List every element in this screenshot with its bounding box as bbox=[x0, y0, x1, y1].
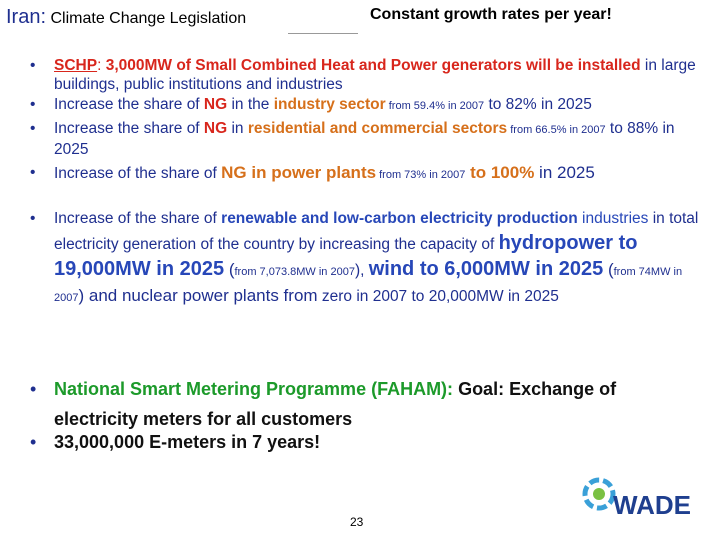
seg: to 88% in 2025 bbox=[54, 120, 675, 158]
seg: to 100% bbox=[465, 163, 535, 182]
seg: ( bbox=[603, 260, 614, 279]
seg: from 73% in 2007 bbox=[376, 169, 466, 181]
logo-ring bbox=[582, 477, 616, 511]
seg: Increase the share of bbox=[54, 96, 204, 113]
bullet: Increase of the share of NG in power pla… bbox=[30, 163, 700, 185]
seg: SCHP bbox=[54, 57, 98, 74]
logo-text: WADE bbox=[613, 490, 691, 520]
bullet: SCHP: 3,000MW of Small Combined Heat and… bbox=[30, 56, 700, 94]
page-number: 23 bbox=[350, 515, 364, 529]
seg: from 74MW in 2007 bbox=[54, 266, 683, 304]
seg: Increase the share of bbox=[54, 120, 204, 137]
seg: renewable and low-carbon electricity pro… bbox=[221, 210, 578, 227]
seg: from 59.4% in 2007 bbox=[385, 100, 485, 112]
seg: wind to 6,000MW in 2025 bbox=[368, 258, 604, 280]
seg: ( bbox=[224, 260, 235, 279]
seg: Increase of the share of bbox=[54, 210, 222, 227]
seg: 33,000,000 E-meters in 7 years! bbox=[54, 432, 321, 452]
seg: in large buildings, public institutions … bbox=[54, 57, 696, 93]
seg: in bbox=[227, 120, 248, 137]
note: Constant growth rates per year! bbox=[370, 6, 612, 23]
logo-dot bbox=[593, 488, 605, 500]
bullet: Increase the share of NG in residential … bbox=[30, 119, 700, 159]
seg: to 82% in 2025 bbox=[484, 96, 592, 113]
seg: from 7,073.8MW in 2007 bbox=[234, 266, 355, 278]
seg: in 2025 bbox=[534, 163, 595, 182]
seg: 3,000MW of Small Combined Heat and Power… bbox=[105, 57, 641, 74]
seg: residential and commercial sectors bbox=[247, 120, 508, 137]
logo: WADE bbox=[582, 477, 691, 520]
seg: in total electricity generation of the c… bbox=[54, 210, 699, 253]
seg: NG bbox=[203, 120, 228, 137]
seg: National Smart Metering Programme (FAHAM… bbox=[54, 379, 459, 399]
bullet: National Smart Metering Programme (FAHAM… bbox=[30, 374, 700, 434]
seg: NG bbox=[203, 96, 228, 113]
seg: : bbox=[97, 57, 106, 74]
seg: nuclear power plants from bbox=[121, 286, 318, 305]
seg: industry sector bbox=[273, 96, 386, 113]
seg: ), bbox=[354, 262, 369, 279]
header: Iran: Climate Change Legislation bbox=[6, 6, 246, 29]
seg: Exchange of electricity meters for all c… bbox=[54, 379, 617, 429]
seg: NG in power plants bbox=[221, 163, 377, 182]
seg: from 66.5% in 2007 bbox=[507, 124, 606, 136]
seg: Increase of the share of bbox=[54, 165, 222, 182]
seg: Goal: bbox=[458, 379, 505, 399]
bullet: Increase of the share of renewable and l… bbox=[30, 207, 700, 310]
bullet: Increase the share of NG in the industry… bbox=[30, 95, 700, 116]
rule bbox=[288, 33, 358, 34]
seg: zero in 2007 to 20,000MW in 2025 bbox=[317, 288, 559, 305]
seg: industries bbox=[577, 210, 649, 227]
seg: ) and bbox=[78, 286, 122, 305]
title: Climate Change Legislation bbox=[50, 10, 247, 27]
seg: hydropower to 19,000MW in 2025 bbox=[54, 232, 638, 280]
country: Iran: bbox=[6, 6, 47, 28]
bullet: 33,000,000 E-meters in 7 years! bbox=[30, 430, 700, 454]
seg: in the bbox=[227, 96, 274, 113]
